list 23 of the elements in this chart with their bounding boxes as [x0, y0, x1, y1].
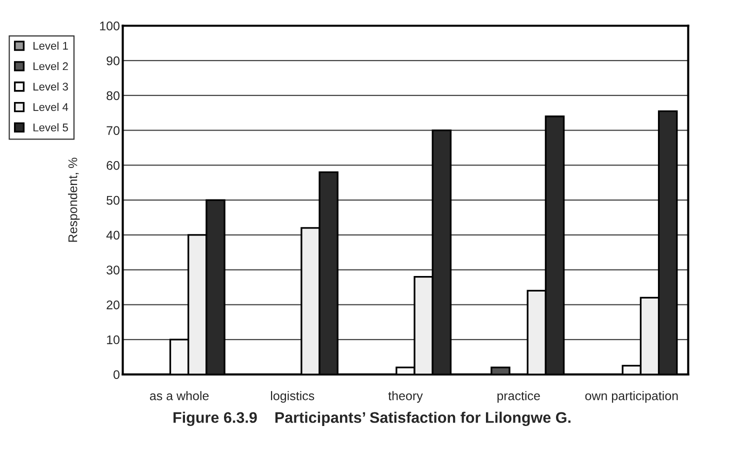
legend-label: Level 4: [34, 102, 68, 111]
x-tick-label: logistics: [271, 391, 314, 403]
y-tick-label: 70: [106, 126, 120, 135]
y-tick-label: 60: [106, 161, 120, 170]
legend-label: Level 2: [34, 62, 68, 70]
y-tick-label: 80: [106, 91, 120, 100]
y-tick-label: 90: [106, 56, 120, 66]
y-tick-label: 10: [107, 335, 120, 344]
x-tick-label: theory: [388, 391, 423, 403]
legend-label: Level 1: [34, 42, 68, 50]
y-tick-label: 30: [106, 266, 120, 274]
x-tick-label: as a whole: [150, 391, 209, 400]
y-tick-label: 0: [114, 370, 120, 380]
y-tick-label: 40: [106, 230, 120, 240]
text: Figure 6.3.9 Participants’ Satisfaction for Lilongwe G.: [174, 412, 570, 426]
y-tick-label: 20: [106, 300, 120, 310]
legend-label: Level 3: [34, 82, 68, 91]
y-axis-title: Respondent, %: [68, 158, 80, 242]
x-tick-label: own participation: [585, 391, 678, 403]
y-tick-label: 100: [100, 22, 120, 30]
y-tick-label: 50: [106, 196, 120, 205]
legend-label: Level 5: [34, 123, 68, 132]
x-tick-label: practice: [497, 391, 540, 403]
